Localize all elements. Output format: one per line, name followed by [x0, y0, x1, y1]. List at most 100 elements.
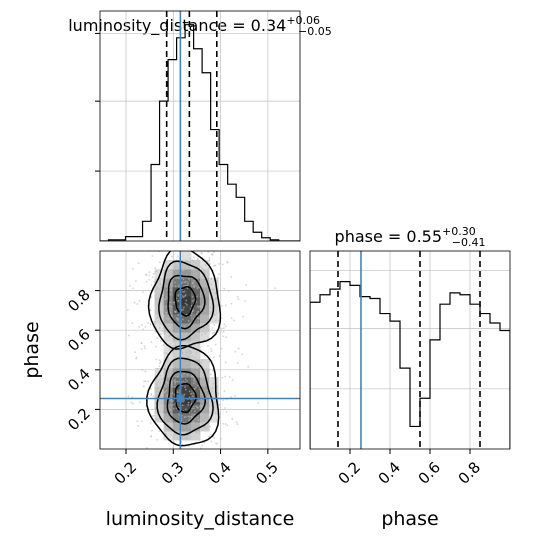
- sample-point: [170, 384, 173, 386]
- sample-point: [192, 337, 195, 340]
- sample-point: [166, 352, 169, 355]
- sample-point: [209, 425, 211, 428]
- sample-point: [212, 382, 215, 385]
- sample-point: [159, 374, 162, 377]
- sample-point: [186, 430, 189, 433]
- sample-point: [217, 319, 220, 322]
- sample-point: [144, 380, 147, 383]
- sample-point: [165, 386, 167, 388]
- sample-point: [208, 257, 211, 260]
- sample-point: [192, 382, 195, 385]
- sample-point: [141, 368, 144, 371]
- sample-point: [204, 416, 206, 419]
- sample-point: [167, 278, 169, 281]
- sample-point: [257, 402, 260, 405]
- sample-point: [127, 395, 130, 398]
- sample-point: [210, 348, 212, 350]
- sample-point: [208, 282, 211, 285]
- marginal-frame-luminosity-distance: [99, 10, 301, 242]
- sample-point: [224, 407, 226, 409]
- sample-point: [186, 365, 189, 368]
- density-cell: [181, 305, 192, 315]
- density-cell: [209, 287, 219, 297]
- sample-point: [212, 288, 215, 291]
- sample-point: [192, 309, 195, 312]
- contour-0-0: [174, 285, 197, 317]
- sample-point: [169, 404, 172, 406]
- density-cell: [181, 413, 192, 423]
- sample-point: [222, 330, 225, 333]
- sample-point: [217, 392, 220, 395]
- sample-point: [187, 425, 190, 428]
- x-axis-title-phase: phase: [381, 508, 438, 530]
- sample-point: [223, 323, 226, 326]
- density-cell: [181, 314, 192, 324]
- sample-point: [160, 333, 163, 335]
- sample-point: [167, 356, 170, 359]
- title-base-ld: luminosity_distance = 0.34: [68, 16, 286, 36]
- sample-point: [149, 309, 152, 312]
- density-cell: [163, 413, 174, 423]
- sample-point: [207, 378, 209, 381]
- sample-point: [204, 234, 206, 236]
- sample-point: [174, 344, 177, 347]
- sample-point: [200, 361, 203, 364]
- sample-point: [183, 325, 186, 327]
- sample-point: [196, 384, 199, 387]
- contour-1-0: [174, 383, 197, 414]
- density-cell: [172, 260, 183, 270]
- sample-point: [183, 372, 185, 375]
- sample-point: [203, 358, 206, 361]
- sample-point: [168, 372, 170, 375]
- sample-point: [185, 299, 188, 302]
- sample-point: [174, 265, 177, 267]
- sample-point: [226, 261, 229, 264]
- sample-point: [218, 355, 221, 357]
- sample-point: [161, 452, 163, 454]
- sample-point: [210, 440, 213, 443]
- sample-point: [207, 267, 210, 270]
- sample-point: [177, 293, 180, 296]
- sample-point: [195, 351, 198, 354]
- sample-point: [170, 380, 173, 383]
- sample-point: [164, 425, 167, 428]
- sample-point: [150, 393, 153, 396]
- sample-point: [166, 375, 169, 378]
- sample-point: [201, 306, 204, 308]
- density-cell: [190, 413, 201, 423]
- sample-point: [200, 359, 203, 362]
- truth-marker: [176, 394, 185, 403]
- density-cell: [190, 431, 201, 441]
- sample-point: [135, 357, 137, 360]
- sample-point: [173, 340, 176, 343]
- sample-point: [153, 407, 156, 409]
- sample-point: [236, 423, 239, 426]
- sample-point: [236, 295, 239, 298]
- sample-point: [166, 382, 169, 385]
- sample-point: [137, 424, 139, 427]
- sample-point: [137, 262, 140, 265]
- sample-point: [163, 391, 166, 394]
- sample-point: [164, 352, 166, 355]
- sample-point: [158, 359, 161, 362]
- sample-point: [215, 406, 218, 409]
- sample-point: [158, 481, 160, 483]
- sample-point: [196, 259, 199, 262]
- sample-point: [189, 393, 192, 395]
- sample-point: [186, 287, 189, 290]
- density-cell: [172, 386, 183, 396]
- sample-point: [171, 329, 173, 331]
- contour-0-1: [167, 274, 206, 330]
- sample-point: [151, 415, 154, 418]
- sample-point: [163, 419, 166, 422]
- sample-point: [188, 415, 191, 418]
- sample-point: [163, 332, 166, 335]
- sample-point: [174, 383, 176, 385]
- sample-point: [194, 268, 197, 271]
- sample-point: [193, 387, 196, 390]
- density-cell: [154, 386, 165, 396]
- sample-point: [182, 457, 184, 459]
- sample-point: [175, 422, 178, 425]
- sample-point: [196, 400, 199, 402]
- density-cell: [172, 422, 183, 432]
